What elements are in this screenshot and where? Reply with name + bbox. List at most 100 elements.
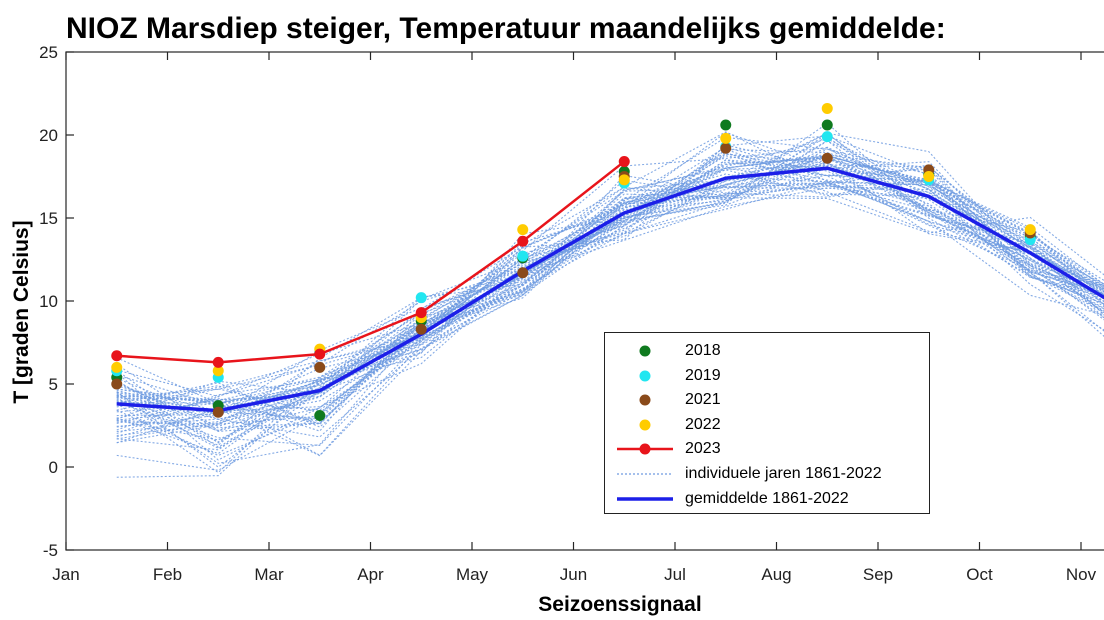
individual-year-line bbox=[116, 148, 1104, 448]
x-tick-label: Feb bbox=[153, 565, 182, 584]
individual-year-line bbox=[116, 148, 1104, 427]
legend: 2018 2019 2021 2022 2023 individuele jaren 18… bbox=[604, 332, 930, 514]
individual-year-line bbox=[116, 135, 1104, 414]
point-2018 bbox=[314, 410, 326, 422]
individual-year-line bbox=[116, 184, 1104, 464]
point-2018 bbox=[720, 119, 732, 131]
legend-symbol bbox=[639, 419, 651, 431]
x-tick-label: Aug bbox=[761, 565, 791, 584]
legend-symbol bbox=[639, 345, 651, 357]
x-tick-label: Jan bbox=[52, 565, 79, 584]
line-2023 bbox=[116, 160, 626, 364]
x-tick-label: May bbox=[456, 565, 489, 584]
legend-symbol bbox=[639, 370, 651, 382]
individual-year-line bbox=[116, 155, 1104, 432]
x-tick-label: Sep bbox=[863, 565, 893, 584]
year-series-layer bbox=[111, 102, 1036, 422]
individual-year-line bbox=[116, 167, 1104, 411]
legend-label: 2022 bbox=[685, 415, 721, 433]
individual-year-line bbox=[116, 157, 1104, 432]
chart-title: NIOZ Marsdiep steiger, Temperatuur maand… bbox=[66, 12, 946, 45]
legend-entry: 2018 bbox=[605, 339, 929, 363]
x-tick-label: Oct bbox=[966, 565, 993, 584]
individual-year-line bbox=[116, 159, 1104, 415]
individual-year-line bbox=[116, 165, 1104, 428]
point-2021 bbox=[314, 361, 326, 373]
axis-ticks: -5 0 5 10 15 20 25 Jan Feb Mar Apr May Jun Jul Aug Sep O… bbox=[39, 43, 1097, 584]
point-2022 bbox=[821, 102, 833, 114]
legend-entry: 2023 bbox=[605, 437, 929, 461]
legend-label: gemiddelde 1861-2022 bbox=[685, 489, 849, 507]
point-2023 bbox=[618, 156, 630, 168]
individual-year-line bbox=[116, 154, 1104, 444]
individual-years-band bbox=[116, 122, 1104, 478]
individual-year-line bbox=[116, 161, 1104, 449]
point-2021 bbox=[415, 323, 427, 335]
point-2022 bbox=[1024, 224, 1036, 236]
point-2022 bbox=[720, 132, 732, 144]
point-2021 bbox=[111, 378, 123, 390]
mean-line bbox=[116, 166, 1104, 413]
individual-year-line bbox=[116, 132, 1104, 457]
x-tick-label: Jul bbox=[664, 565, 686, 584]
point-2021 bbox=[517, 267, 529, 279]
individual-year-line bbox=[116, 131, 1104, 398]
y-tick-label: -5 bbox=[43, 541, 58, 560]
individual-year-line bbox=[116, 155, 1104, 478]
legend-entry: individuele jaren 1861-2022 bbox=[605, 462, 929, 486]
individual-year-line bbox=[116, 161, 1104, 438]
x-axis-label: Seizoenssignaal bbox=[538, 593, 702, 616]
mean-line-layer bbox=[116, 166, 1104, 413]
individual-year-line bbox=[116, 159, 1104, 441]
legend-entry: 2019 bbox=[605, 364, 929, 388]
legend-label: 2023 bbox=[685, 440, 721, 458]
legend-entry: gemiddelde 1861-2022 bbox=[605, 487, 929, 511]
point-2022 bbox=[923, 171, 935, 182]
legend-marker bbox=[639, 345, 651, 357]
individual-year-line bbox=[116, 173, 1104, 415]
y-tick-label: 20 bbox=[39, 126, 58, 145]
individual-year-line bbox=[116, 164, 1104, 447]
point-2023 bbox=[517, 235, 529, 247]
legend-marker bbox=[639, 394, 651, 406]
individual-year-line bbox=[116, 176, 1104, 426]
axes-box bbox=[65, 51, 1104, 551]
legend-symbol bbox=[639, 394, 651, 406]
legend-symbol bbox=[617, 443, 673, 455]
point-2023 bbox=[314, 348, 326, 360]
point-2022 bbox=[517, 224, 529, 236]
point-2023 bbox=[415, 307, 427, 319]
legend-symbol bbox=[617, 473, 673, 475]
legend-marker bbox=[639, 419, 651, 431]
legend-entry: 2022 bbox=[605, 413, 929, 437]
y-tick-label: 0 bbox=[49, 458, 58, 477]
point-2021 bbox=[720, 142, 732, 154]
individual-year-line bbox=[116, 146, 1104, 438]
y-tick-label: 25 bbox=[39, 43, 58, 62]
x-tick-label: Nov bbox=[1066, 565, 1097, 584]
individual-year-line bbox=[116, 165, 1104, 420]
individual-year-line bbox=[116, 162, 1104, 432]
legend-entry: 2021 bbox=[605, 388, 929, 412]
legend-label: 2018 bbox=[685, 342, 721, 359]
legend-label: 2021 bbox=[685, 391, 721, 409]
point-2019 bbox=[517, 250, 529, 262]
point-2022 bbox=[111, 361, 123, 373]
point-2021 bbox=[821, 152, 833, 164]
legend-marker bbox=[639, 370, 651, 382]
individual-year-line bbox=[116, 153, 1104, 402]
individual-year-line bbox=[116, 139, 1104, 474]
x-tick-label: Jun bbox=[560, 565, 587, 584]
legend-label: individuele jaren 1861-2022 bbox=[685, 465, 882, 482]
point-2018 bbox=[821, 119, 833, 131]
y-axis-label: T [graden Celsius] bbox=[10, 220, 33, 404]
point-2022 bbox=[618, 174, 630, 186]
y-tick-label: 5 bbox=[49, 375, 58, 394]
legend-symbol bbox=[617, 496, 673, 501]
individual-year-line bbox=[116, 182, 1104, 451]
point-2021 bbox=[212, 406, 224, 418]
y-tick-label: 15 bbox=[39, 209, 58, 228]
x-tick-label: Apr bbox=[357, 565, 384, 584]
legend-label: 2019 bbox=[685, 366, 721, 384]
